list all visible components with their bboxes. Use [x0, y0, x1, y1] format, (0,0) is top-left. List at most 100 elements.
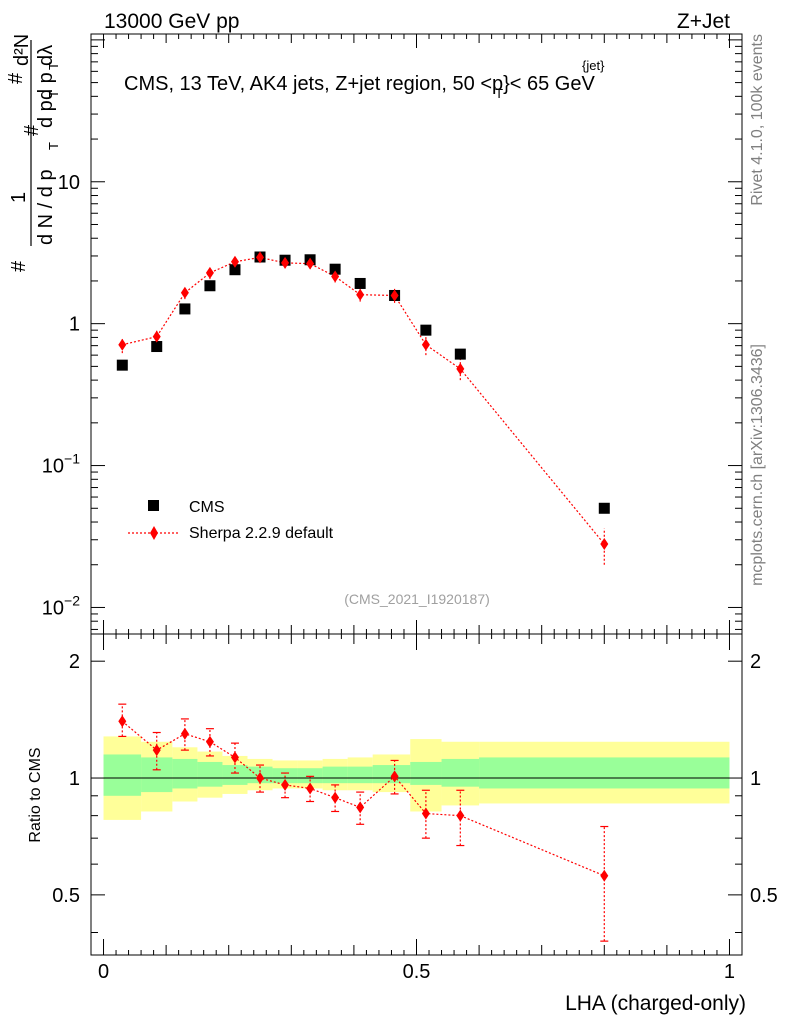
sherpa-point [118, 338, 127, 351]
ratio-point [118, 715, 127, 728]
ratio-point [230, 751, 239, 764]
main-frame [90, 33, 743, 635]
tick-label-exponent: −1 [64, 451, 80, 467]
ratio-point [456, 809, 465, 822]
y-label-dpt: d p [35, 100, 57, 128]
y-axis-label: # 1 d N / d p T # d p T d²N # d p T dλ [5, 34, 61, 272]
tick-label-exponent: −2 [64, 592, 80, 608]
plot-title-suffix: }< 65 GeV [503, 73, 595, 95]
y-label-t3: T [46, 62, 61, 70]
legend: CMS Sherpa 2.2.9 default [128, 499, 334, 542]
plot-title-sup: {jet} [582, 58, 605, 73]
ratio-band-inner [141, 757, 173, 793]
legend-cms-marker [148, 500, 159, 511]
cms-point [179, 303, 191, 315]
plot-title-prefix: CMS, 13 TeV, AK4 jets, Z+jet region, 50 … [124, 73, 503, 95]
sherpa-point [180, 286, 189, 299]
ratio-y-tick-label-right: 2 [750, 651, 761, 673]
analysis-id: (CMS_2021_I1920187) [344, 591, 490, 607]
y-label-dpt-2: d p [35, 72, 57, 100]
y-label-d2n: d²N [11, 34, 33, 66]
sherpa-point [256, 251, 265, 264]
cms-point [454, 348, 466, 360]
plot-title: CMS, 13 TeV, AK4 jets, Z+jet region, 50 … [124, 73, 595, 101]
cms-point [229, 264, 241, 276]
ratio-line [121, 720, 605, 877]
ratio-point [331, 791, 340, 804]
cms-point [598, 502, 610, 514]
ratio-y-tick-label: 1 [69, 768, 80, 790]
ratio-band-inner [347, 766, 373, 784]
x-tick-label: 1 [724, 961, 735, 983]
side-text-top: Rivet 4.1.0, 100k events [749, 34, 766, 206]
y-label-one: 1 [8, 192, 30, 203]
y-label-t2: T [46, 90, 61, 98]
ratio-band-inner [103, 754, 142, 796]
legend-sherpa-marker [150, 526, 158, 540]
sherpa-point [281, 256, 290, 269]
cms-point [329, 263, 341, 275]
side-text-bottom: mcplots.cern.ch [arXiv:1306.3436] [749, 344, 766, 586]
ratio-band-inner [297, 768, 323, 784]
y-label-hash-2: # [21, 124, 43, 136]
y-label-t1: T [46, 142, 61, 150]
legend-cms-label: CMS [189, 499, 225, 516]
ratio-band-inner [172, 758, 198, 789]
tick-label-base: 1 [69, 314, 80, 336]
y-label-hash-1: # [8, 260, 30, 272]
ratio-band-inner [441, 758, 480, 787]
cms-point [354, 277, 366, 289]
ratio-point [281, 778, 290, 791]
header-right: Z+Jet [677, 10, 730, 33]
ratio-point [600, 869, 609, 882]
ratio-point [356, 801, 365, 814]
sherpa-point [205, 266, 214, 279]
x-tick-labels: 0 0.5 1 [98, 961, 735, 983]
ratio-point [180, 727, 189, 740]
ratio-point [256, 772, 265, 785]
sherpa-point [600, 538, 609, 551]
y-label-hash-3: # [5, 72, 27, 84]
sherpa-point [306, 257, 315, 270]
ratio-band-inner [410, 761, 442, 785]
sherpa-point [331, 270, 340, 283]
sherpa-point [390, 289, 399, 302]
y-label-dlambda: dλ [35, 45, 57, 66]
main-marks [116, 251, 610, 565]
x-tick-label: 0 [98, 961, 109, 983]
ratio-panel: 0.5 0.51 12 2 0 0.5 1 Ratio to CMS LHA (charg… [27, 633, 778, 1015]
ratio-band-inner [322, 766, 348, 784]
sherpa-point [230, 255, 239, 268]
ratio-point [390, 770, 399, 783]
x-axis-label: LHA (charged-only) [565, 992, 746, 1015]
ratio-y-tick-labels: 0.5 0.5 1 1 2 2 [52, 651, 778, 907]
main-y-tick-label: 1 [69, 314, 80, 336]
ratio-band-inner [197, 761, 223, 787]
legend-sherpa-label: Sherpa 2.2.9 default [189, 525, 334, 542]
ratio-point [152, 744, 161, 757]
ratio-marks [118, 703, 609, 942]
sherpa-point [356, 288, 365, 301]
tick-label-base: 10 [42, 456, 64, 478]
ratio-band-inner [479, 757, 730, 789]
y-label-dn: d N / d p [35, 169, 57, 245]
ratio-point [205, 735, 214, 748]
header-left: 13000 GeV pp [104, 10, 239, 33]
tick-label-base: 10 [42, 597, 64, 619]
ratio-band-inner [222, 765, 248, 785]
cms-point [420, 324, 432, 336]
ratio-y-tick-label: 2 [69, 651, 80, 673]
ratio-point [306, 782, 315, 795]
cms-point [151, 341, 163, 353]
x-tick-label: 0.5 [403, 961, 431, 983]
ratio-point [421, 807, 430, 820]
sherpa-line [122, 256, 605, 545]
ratio-ticks [91, 634, 742, 955]
ratio-y-tick-label-right: 1 [750, 768, 761, 790]
ratio-band-inner [372, 765, 411, 784]
plot-title-sub: T [495, 86, 503, 101]
main-ticks [91, 34, 742, 634]
